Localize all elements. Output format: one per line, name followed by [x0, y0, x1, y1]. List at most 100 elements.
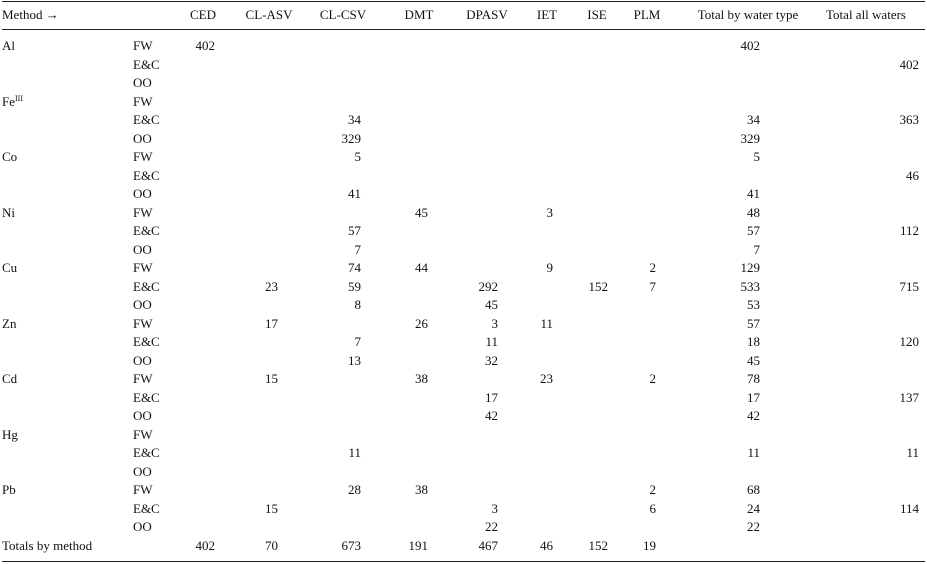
column-header: ISE [587, 7, 607, 22]
metal-label: Zn [2, 315, 17, 331]
water-type-label: E&C [133, 500, 160, 516]
table-cell-value: 26 [415, 315, 428, 331]
table-cell-value: 34 [747, 112, 760, 127]
table-cell-value: 137 [899, 389, 920, 405]
table-cell-value: 23 [540, 371, 553, 386]
totals-cell-value: 70 [265, 537, 278, 553]
table-cell-value: 48 [747, 204, 760, 220]
water-type-label: E&C [133, 112, 160, 127]
metal-label: Cd [2, 371, 18, 386]
water-type-label: E&C [133, 223, 160, 238]
table-cell-value: 74 [348, 260, 361, 275]
table-cell-value: 292 [478, 278, 499, 294]
table-cell-value: 533 [740, 278, 761, 294]
column-header: PLM [633, 7, 661, 22]
water-type-label: OO [133, 297, 152, 312]
table-cell-value: 59 [348, 278, 361, 294]
totals-cell-value: 191 [408, 537, 429, 553]
totals-cell-value: 467 [478, 537, 499, 553]
water-type-label: FW [133, 38, 153, 53]
table-cell-value: 9 [546, 260, 554, 275]
table-cell-value: 42 [485, 408, 498, 423]
table-cell-value: 402 [195, 38, 216, 53]
table-cell-value: 7 [354, 241, 362, 257]
table-cell-value: 7 [649, 278, 657, 294]
table-cell-value: 3 [491, 315, 499, 331]
table-cell-value: 129 [740, 260, 761, 275]
water-type-label: FW [133, 426, 153, 442]
table-cell-value: 22 [747, 519, 760, 534]
water-type-label: FW [133, 204, 153, 220]
table-cell-value: 11 [906, 445, 919, 460]
water-type-label: FW [133, 93, 153, 109]
water-type-label: FW [133, 315, 153, 331]
column-header: Total all waters [826, 7, 906, 22]
water-type-label: OO [133, 241, 152, 257]
table-cell-value: 24 [747, 500, 760, 516]
water-type-label: OO [133, 352, 152, 368]
table-cell-value: 17 [265, 315, 278, 331]
water-type-label: FW [133, 371, 153, 386]
table-cell-value: 329 [740, 130, 761, 146]
totals-cell-value: 46 [540, 537, 553, 553]
table-cell-value: 45 [485, 297, 498, 312]
water-type-label: FW [133, 260, 153, 275]
table-cell-value: 11 [485, 334, 498, 349]
table-cell-value: 120 [899, 334, 920, 349]
water-type-label: E&C [133, 56, 160, 72]
water-type-label: OO [133, 519, 152, 534]
table-cell-value: 3 [546, 204, 554, 220]
table-cell-value: 41 [348, 186, 361, 201]
table-cell-value: 38 [415, 371, 428, 386]
table-cell-value: 45 [415, 204, 428, 220]
table-cell-value: 45 [747, 352, 760, 368]
totals-cell-value: 19 [643, 537, 656, 553]
metal-label: Ni [2, 204, 15, 220]
top-rule [2, 1, 925, 2]
table-cell-value: 11 [540, 315, 553, 331]
metal-label: Hg [2, 426, 18, 442]
water-type-label: FW [133, 482, 153, 497]
table-cell-value: 7 [753, 241, 761, 257]
water-type-label: OO [133, 186, 152, 201]
metal-label: Al [2, 38, 15, 53]
table-cell-value: 57 [747, 223, 760, 238]
water-type-label: E&C [133, 445, 160, 460]
table-cell-value: 363 [899, 112, 920, 127]
table-cell-value: 13 [348, 352, 361, 368]
table-cell-value: 112 [899, 223, 919, 238]
table-cell-value: 6 [649, 500, 657, 516]
table-cell-value: 114 [899, 500, 919, 516]
totals-label: Totals by method [2, 537, 93, 553]
header-rule [2, 29, 925, 30]
metal-label: FeIII [2, 93, 23, 109]
column-header: CL-ASV [245, 7, 293, 22]
table-cell-value: 17 [747, 389, 760, 405]
metal-label: Cu [2, 260, 18, 275]
totals-cell-value: 152 [588, 537, 609, 553]
table-cell-value: 15 [265, 500, 278, 516]
table-cell-value: 5 [753, 149, 761, 164]
table-cell-value: 57 [348, 223, 361, 238]
table-cell-value: 18 [747, 334, 760, 349]
oxidation-state-superscript: III [15, 93, 23, 103]
table-cell-value: 5 [354, 149, 362, 164]
table-cell-value: 32 [485, 352, 498, 368]
table-cell-value: 8 [354, 297, 362, 312]
table-cell-value: 152 [588, 278, 609, 294]
table-cell-value: 15 [265, 371, 278, 386]
totals-cell-value: 402 [195, 537, 216, 553]
water-type-label: OO [133, 408, 152, 423]
table-cell-value: 44 [415, 260, 428, 275]
table-cell-value: 78 [747, 371, 760, 386]
table-cell-value: 11 [348, 445, 361, 460]
table-cell-value: 42 [747, 408, 760, 423]
table-cell-value: 22 [485, 519, 498, 534]
table-cell-value: 3 [491, 500, 499, 516]
water-type-label: E&C [133, 167, 160, 183]
water-type-label: OO [133, 463, 152, 479]
water-type-label: FW [133, 149, 153, 164]
water-type-label: OO [133, 130, 152, 146]
table-cell-value: 402 [740, 38, 761, 53]
water-type-label: E&C [133, 389, 160, 405]
